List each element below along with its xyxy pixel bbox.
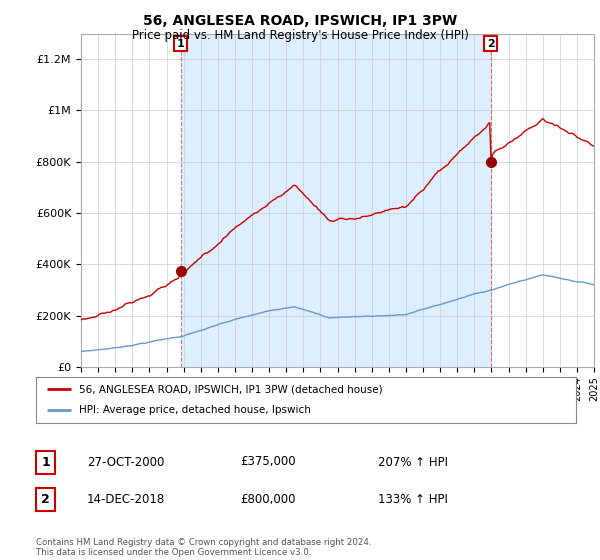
Text: 2: 2 [41,493,50,506]
Bar [181,34,491,367]
Text: 207% ↑ HPI: 207% ↑ HPI [378,455,448,469]
Text: 14-DEC-2018: 14-DEC-2018 [87,493,165,506]
Text: Price paid vs. HM Land Registry's House Price Index (HPI): Price paid vs. HM Land Registry's House … [131,29,469,42]
Text: 1: 1 [177,39,185,49]
Text: 56, ANGLESEA ROAD, IPSWICH, IP1 3PW (detached house): 56, ANGLESEA ROAD, IPSWICH, IP1 3PW (det… [79,384,383,394]
Text: 27-OCT-2000: 27-OCT-2000 [87,455,164,469]
Text: 56, ANGLESEA ROAD, IPSWICH, IP1 3PW: 56, ANGLESEA ROAD, IPSWICH, IP1 3PW [143,14,457,28]
Text: Contains HM Land Registry data © Crown copyright and database right 2024.
This d: Contains HM Land Registry data © Crown c… [36,538,371,557]
Text: 133% ↑ HPI: 133% ↑ HPI [378,493,448,506]
Text: 2: 2 [487,39,494,49]
Text: 1: 1 [41,455,50,469]
Text: £800,000: £800,000 [240,493,296,506]
Text: HPI: Average price, detached house, Ipswich: HPI: Average price, detached house, Ipsw… [79,405,311,416]
Text: £375,000: £375,000 [240,455,296,469]
